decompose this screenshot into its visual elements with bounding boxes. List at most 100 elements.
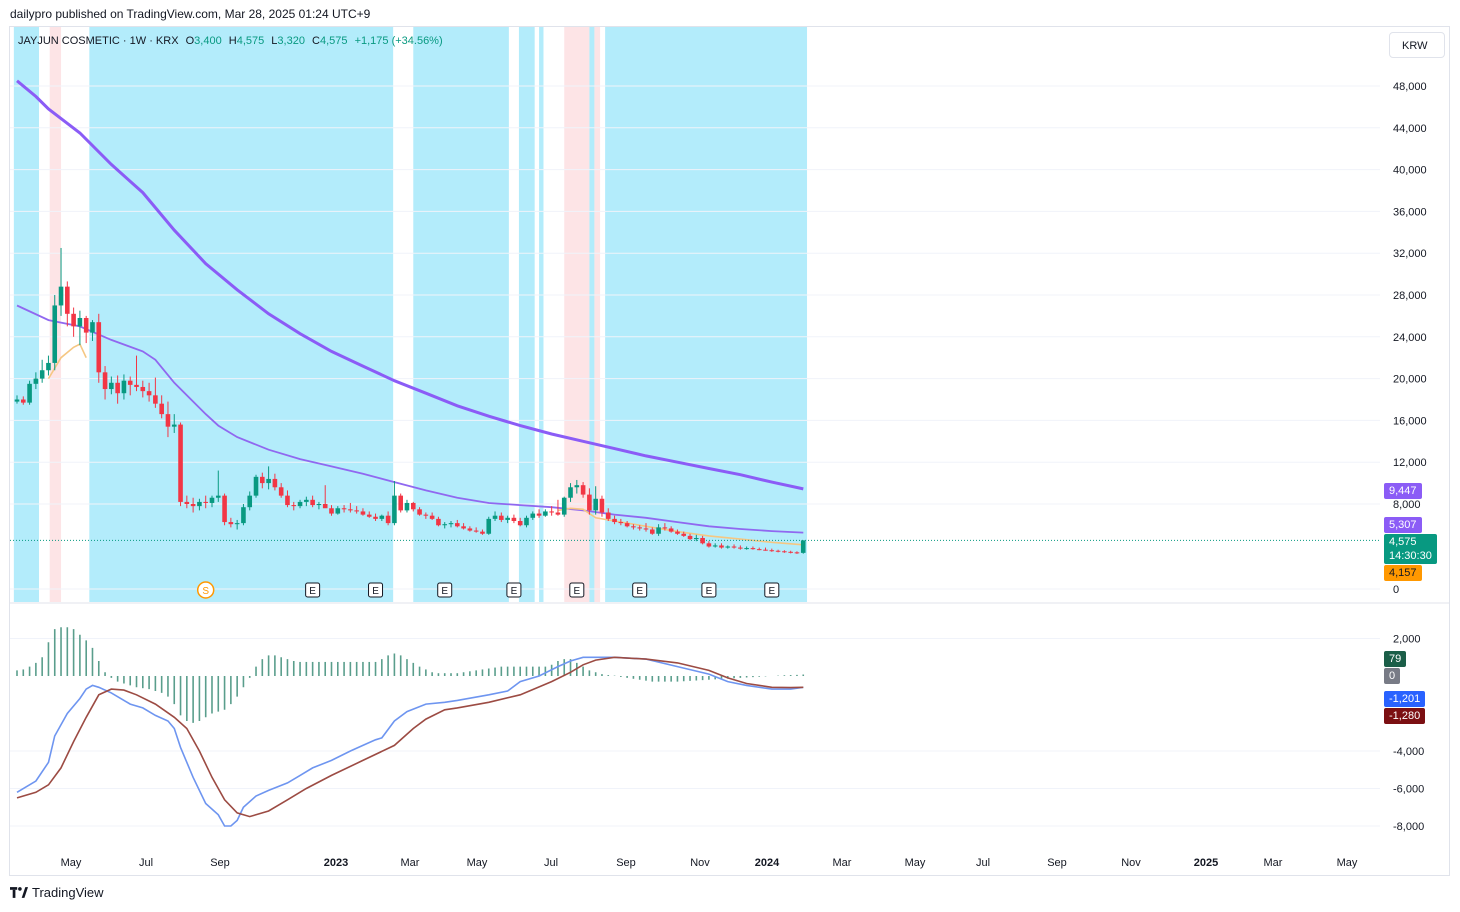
candle-body <box>587 494 592 511</box>
session-band-blue <box>518 27 535 602</box>
zero-value-label: 0 <box>1384 668 1401 684</box>
earnings-marker-box <box>632 582 648 598</box>
candle-body <box>782 551 787 553</box>
candle-body <box>517 521 523 526</box>
candle-body <box>316 504 322 506</box>
candle-body <box>593 498 598 511</box>
earnings-event-marker[interactable]: E <box>368 582 384 598</box>
candle-body <box>662 527 668 529</box>
bar-countdown: 14:30:30 <box>1389 550 1432 562</box>
candle-body <box>291 505 297 507</box>
candle-body <box>624 523 630 527</box>
legend-open: 3,400 <box>194 35 222 47</box>
candle-body <box>278 487 284 496</box>
candle-body <box>209 497 215 503</box>
symbol-name[interactable]: JAYJUN COSMETIC · 1W · KRX <box>18 35 179 47</box>
earnings-marker-box <box>701 582 717 598</box>
candle-body <box>643 528 649 530</box>
earnings-event-marker[interactable]: E <box>764 582 780 598</box>
earnings-event-marker[interactable]: E <box>569 582 585 598</box>
candle-body <box>366 514 372 517</box>
time-tick-label: Jul <box>139 857 153 869</box>
candle-body <box>442 524 448 526</box>
time-tick-label: Sep <box>616 857 636 869</box>
candle-body <box>505 517 510 520</box>
event-marker-label: S <box>202 586 209 597</box>
candle-body <box>203 501 208 503</box>
split-event-marker[interactable]: S <box>196 581 215 599</box>
candle-body <box>775 550 781 552</box>
candle-body <box>681 533 687 536</box>
candle-body <box>83 317 89 333</box>
ma-mid-line <box>16 304 804 534</box>
candle-body <box>247 495 253 508</box>
price-tick-label: 28,000 <box>1393 290 1427 302</box>
legend-close: 4,575 <box>319 35 348 47</box>
candle-body <box>574 485 580 488</box>
earnings-event-marker[interactable]: E <box>305 582 321 598</box>
candle-body <box>77 317 83 327</box>
candle-body <box>580 485 586 495</box>
time-tick-label: Nov <box>1121 857 1141 869</box>
macd-value-label: -1,201 <box>1384 691 1426 707</box>
chart-frame <box>9 26 1450 876</box>
candle-body <box>467 528 473 531</box>
candle-body <box>750 548 756 550</box>
time-tick-label: 2025 <box>1194 857 1218 869</box>
candle-body <box>668 528 674 532</box>
candle-body <box>228 522 234 525</box>
candle-body <box>184 501 190 504</box>
event-marker-label: E <box>441 586 448 597</box>
candle-body <box>335 508 341 514</box>
candle-body <box>398 495 403 511</box>
earnings-marker-box <box>305 582 321 598</box>
earnings-event-marker[interactable]: E <box>437 582 453 598</box>
candle-body <box>348 509 353 511</box>
price-tick-label: 24,000 <box>1393 332 1427 344</box>
legend-high: 4,575 <box>236 35 265 47</box>
candle-body <box>140 386 146 392</box>
candle-body <box>719 545 724 548</box>
candle-body <box>725 546 731 548</box>
price-tick-label: 48,000 <box>1393 81 1427 93</box>
time-tick-label: May <box>61 857 82 869</box>
time-tick-label: Mar <box>833 857 852 869</box>
candle-body <box>285 495 290 506</box>
currency-button[interactable]: KRW <box>1389 32 1445 58</box>
candle-body <box>480 531 485 534</box>
legend-low: 3,320 <box>277 35 305 47</box>
candle-body <box>266 478 271 484</box>
candle-body <box>354 510 359 512</box>
time-tick-label: Jul <box>544 857 558 869</box>
candle-body <box>109 382 114 390</box>
price-tick-label: 44,000 <box>1393 123 1427 135</box>
candle-body <box>712 545 718 547</box>
macd-tick-label: -6,000 <box>1393 784 1424 796</box>
price-tick-label: 36,000 <box>1393 206 1427 218</box>
tradingview-logo[interactable]: TradingView <box>10 885 104 900</box>
candle-body <box>46 362 51 371</box>
earnings-event-marker[interactable]: E <box>506 582 522 598</box>
candle-body <box>549 511 554 513</box>
candle-body <box>568 487 573 498</box>
event-marker-label: E <box>636 586 643 597</box>
candle-body <box>410 502 416 510</box>
candle-body <box>744 548 749 550</box>
candle-body <box>134 384 139 387</box>
time-tick-label: Nov <box>690 857 710 869</box>
candle-body <box>499 515 504 520</box>
earnings-event-marker[interactable]: E <box>701 582 717 598</box>
earnings-event-marker[interactable]: E <box>632 582 648 598</box>
ma-mid-price-label: 5,307 <box>1384 517 1422 533</box>
candle-body <box>253 476 259 496</box>
event-marker-label: E <box>372 586 379 597</box>
candle-body <box>65 286 70 314</box>
session-band-pink <box>564 27 590 602</box>
candle-body <box>687 535 693 540</box>
candle-body <box>473 530 479 532</box>
macd-line <box>16 656 804 827</box>
earnings-marker-box <box>569 582 585 598</box>
candle-body <box>165 414 171 427</box>
candle-body <box>612 518 617 523</box>
